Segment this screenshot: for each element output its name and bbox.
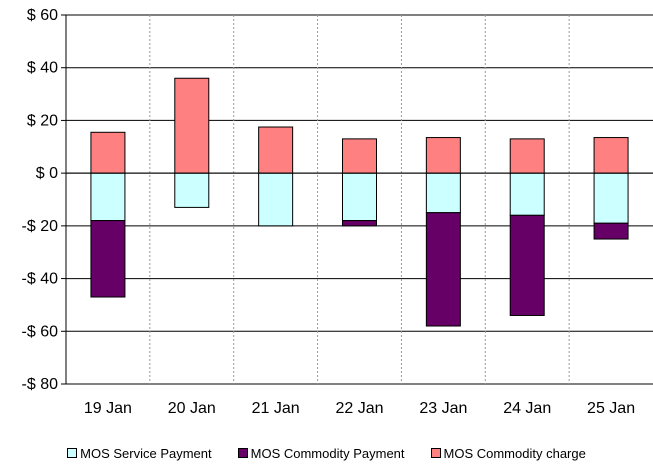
legend: MOS Service Payment MOS Commodity Paymen… (0, 443, 653, 463)
bar-segment-2 (425, 212, 461, 327)
x-tick-label: 24 Jan (503, 400, 551, 417)
bar-segment-3 (593, 137, 629, 174)
legend-item-commodity-charge: MOS Commodity charge (430, 443, 586, 463)
legend-item-service-payment: MOS Service Payment (67, 443, 212, 463)
bar-segment-2 (509, 214, 545, 316)
bar-segment-3 (258, 126, 294, 174)
y-tick-label: $ 60 (27, 7, 58, 24)
legend-swatch-service-payment (67, 448, 78, 458)
y-tick-label: $ 0 (36, 165, 58, 182)
axes (61, 14, 653, 385)
bar-segment-1 (425, 172, 461, 214)
y-tick-label: -$ 20 (22, 218, 59, 235)
y-tick-label: -$ 80 (22, 376, 59, 393)
bar-segment-3 (509, 138, 545, 174)
legend-label-service-payment: MOS Service Payment (80, 445, 212, 461)
y-tick-label: $ 20 (27, 112, 58, 129)
x-tick-label: 25 Jan (587, 400, 635, 417)
legend-label-commodity-payment: MOS Commodity Payment (250, 445, 405, 461)
bar-segment-1 (174, 172, 210, 208)
bar-segment-1 (258, 172, 294, 227)
bar-segment-1 (509, 172, 545, 216)
bar-segment-1 (342, 172, 377, 222)
bar-segment-1 (593, 172, 629, 224)
x-tick-label: 23 Jan (419, 400, 467, 417)
bar-segment-2 (90, 220, 126, 298)
bar-segment-3 (90, 131, 126, 174)
bars (90, 77, 629, 327)
legend-swatch-commodity-charge (430, 448, 441, 458)
x-tick-labels: 19 Jan 20 Jan 21 Jan 22 Jan 23 Jan 24 Jan 25 J… (84, 400, 635, 417)
legend-swatch-commodity-payment (237, 448, 248, 458)
bar-segment-3 (174, 77, 210, 174)
x-tick-label: 22 Jan (335, 400, 383, 417)
x-tick-label: 20 Jan (168, 400, 216, 417)
y-tick-label: -$ 40 (22, 271, 59, 288)
x-tick-label: 21 Jan (252, 400, 300, 417)
bar-segment-3 (425, 137, 461, 174)
legend-label-commodity-charge: MOS Commodity charge (443, 445, 586, 461)
bar-segment-2 (593, 222, 629, 240)
bar-segment-3 (342, 138, 377, 174)
x-tick-label: 19 Jan (84, 400, 132, 417)
y-tick-label: -$ 60 (22, 323, 59, 340)
y-tick-labels: $ 60 $ 40 $ 20 $ 0 -$ 20 -$ 40 -$ 60 -$ 80 (22, 7, 59, 393)
legend-item-commodity-payment: MOS Commodity Payment (237, 443, 405, 463)
y-tick-label: $ 40 (27, 60, 58, 77)
bar-segment-1 (90, 172, 126, 222)
bar-segment-2 (342, 220, 377, 227)
